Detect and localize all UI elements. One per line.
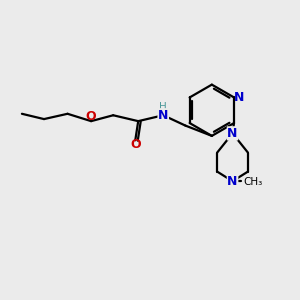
Text: O: O [130,138,141,151]
Text: N: N [227,127,238,140]
Text: N: N [158,109,168,122]
Text: CH₃: CH₃ [244,177,263,187]
Text: N: N [234,91,244,104]
Text: H: H [159,102,167,112]
Text: O: O [85,110,96,123]
Text: N: N [227,175,238,188]
